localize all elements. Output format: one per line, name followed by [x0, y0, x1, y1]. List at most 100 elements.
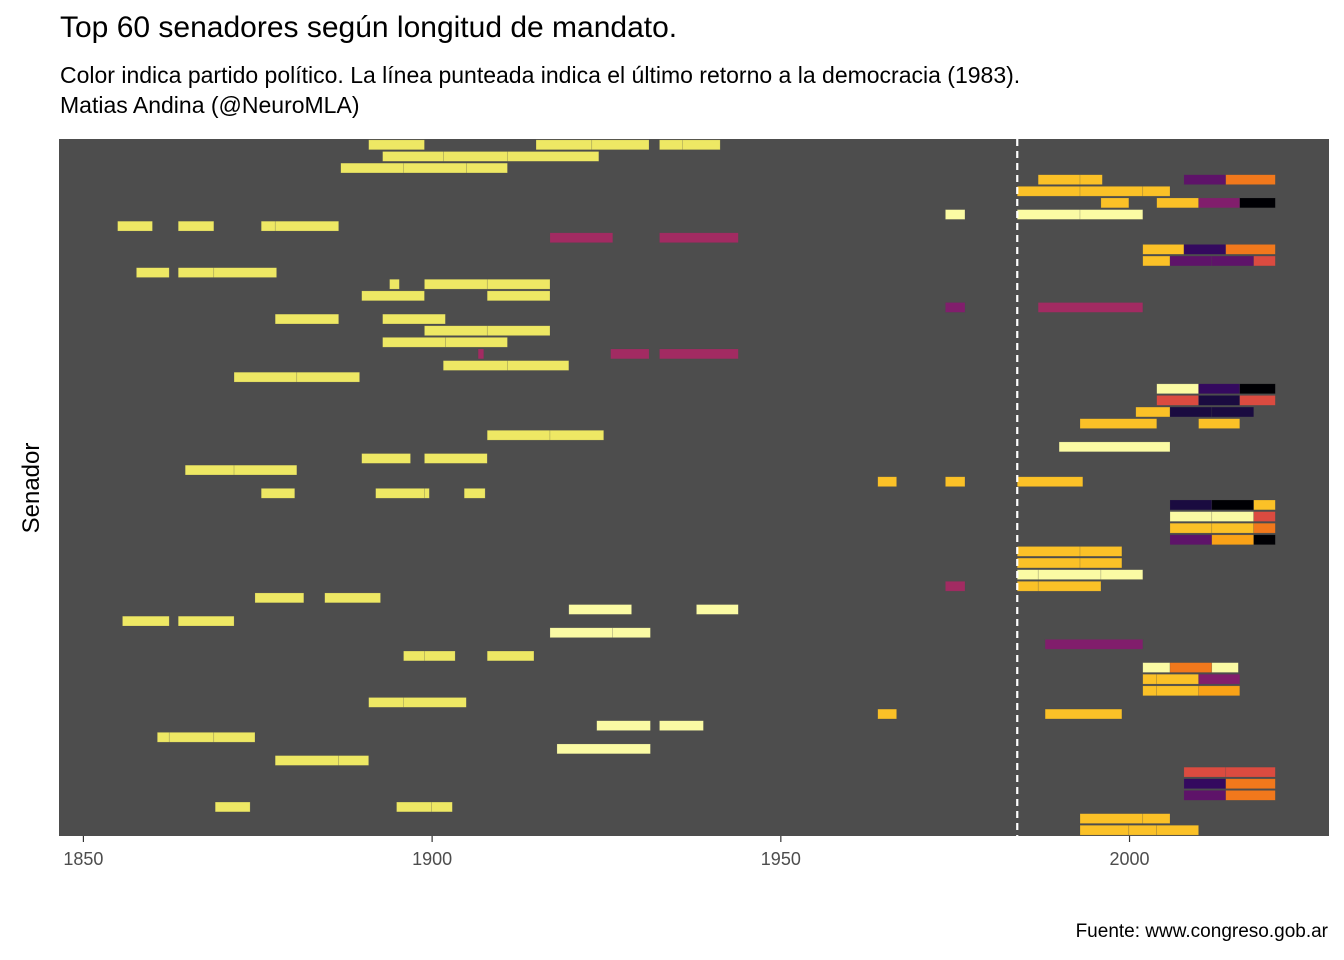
mandate-segment — [233, 464, 298, 476]
mandate-segment — [1142, 813, 1171, 824]
mandate-segment — [1142, 244, 1185, 255]
mandate-segment — [1079, 174, 1103, 185]
mandate-segment — [1225, 766, 1276, 778]
mandate-segment — [591, 139, 650, 150]
mandate-segment — [477, 348, 484, 360]
mandate-segment — [1183, 790, 1227, 801]
mandate-segment — [486, 650, 535, 662]
mandate-segment — [261, 220, 276, 232]
mandate-segment — [1156, 383, 1199, 394]
mandate-segment — [1100, 197, 1130, 209]
mandate-segment — [1142, 255, 1171, 267]
mandate-segment — [184, 464, 235, 476]
mandate-segment — [596, 720, 651, 731]
mandate-segment — [1142, 685, 1157, 696]
mandate-segment — [659, 348, 739, 360]
mandate-segment — [682, 139, 721, 150]
mandate-segment — [1017, 557, 1081, 569]
mandate-segment — [1156, 685, 1199, 696]
mandate-segment — [1017, 476, 1084, 487]
mandate-segment — [274, 220, 339, 232]
mandate-segment — [568, 604, 632, 615]
mandate-segment — [424, 279, 488, 290]
mandate-segment — [136, 267, 170, 278]
mandate-segment — [1156, 395, 1199, 406]
mandate-segment — [361, 290, 425, 301]
mandate-segment — [659, 720, 704, 731]
mandate-segment — [1079, 825, 1130, 836]
mandate-segment — [1225, 790, 1276, 801]
timeline-chart: 1850 1900 1950 2000 — [59, 139, 1329, 869]
mandate-segment — [1079, 209, 1144, 220]
mandate-segment — [1225, 244, 1276, 255]
mandate-segment — [463, 488, 486, 499]
x-tick-label: 1950 — [761, 849, 801, 869]
mandate-segment — [261, 488, 295, 499]
mandate-segment — [424, 488, 430, 499]
mandate-segment — [610, 348, 650, 360]
mandate-segment — [340, 162, 404, 174]
mandate-segment — [1037, 581, 1102, 592]
x-tick-label: 2000 — [1110, 849, 1150, 869]
mandate-segment — [1156, 674, 1199, 685]
mandate-segment — [1183, 174, 1227, 185]
mandate-segment — [1169, 662, 1213, 673]
mandate-segment — [1128, 825, 1157, 836]
mandate-segment — [507, 360, 570, 371]
mandate-segment — [659, 139, 683, 150]
mandate-segment — [1253, 534, 1276, 545]
mandate-segment — [945, 476, 966, 487]
mandate-segment — [1169, 511, 1213, 522]
mandate-segment — [178, 220, 215, 232]
mandate-segment — [168, 732, 215, 743]
mandate-segment — [338, 755, 369, 766]
mandate-segment — [945, 581, 966, 592]
segments-layer — [117, 139, 1276, 836]
mandate-segment — [375, 488, 425, 499]
mandate-segment — [1169, 534, 1213, 545]
mandate-segment — [1017, 581, 1039, 592]
mandate-segment — [1211, 534, 1254, 545]
mandate-segment — [1100, 569, 1144, 580]
mandate-segment — [1253, 499, 1276, 511]
mandate-segment — [396, 801, 432, 813]
mandate-segment — [1183, 766, 1227, 778]
mandate-segment — [1211, 662, 1239, 673]
mandate-segment — [424, 650, 456, 662]
mandate-segment — [1058, 441, 1171, 452]
mandate-segment — [1017, 569, 1039, 580]
mandate-segment — [445, 337, 508, 348]
mandate-segment — [1169, 406, 1213, 418]
mandate-segment — [486, 290, 551, 301]
mandate-segment — [1211, 523, 1254, 534]
mandate-segment — [1135, 406, 1171, 418]
mandate-segment — [443, 360, 508, 371]
mandate-segment — [486, 325, 551, 336]
mandate-segment — [443, 151, 508, 162]
author-line: Matias Andina (@NeuroMLA) — [60, 92, 360, 118]
mandate-segment — [368, 139, 425, 150]
mandate-segment — [945, 209, 966, 220]
mandate-segment — [324, 592, 381, 604]
chart-subtitle: Color indica partido político. La línea … — [60, 60, 1020, 120]
mandate-segment — [233, 371, 298, 383]
mandate-segment — [1037, 174, 1081, 185]
mandate-segment — [296, 371, 360, 383]
mandate-segment — [1225, 174, 1276, 185]
mandate-segment — [1183, 778, 1227, 789]
mandate-segment — [535, 139, 593, 150]
mandate-segment — [877, 708, 897, 720]
mandate-segment — [486, 279, 551, 290]
mandate-segment — [1239, 197, 1276, 209]
source-caption: Fuente: www.congreso.gob.ar — [1075, 921, 1328, 942]
mandate-segment — [274, 313, 339, 325]
mandate-segment — [1079, 186, 1144, 197]
mandate-segment — [424, 325, 488, 336]
mandate-segment — [382, 337, 446, 348]
mandate-segment — [1169, 255, 1213, 267]
mandate-segment — [382, 151, 444, 162]
mandate-segment — [486, 430, 551, 441]
mandate-segment — [1239, 395, 1276, 406]
mandate-segment — [945, 302, 966, 313]
mandate-segment — [403, 697, 467, 708]
